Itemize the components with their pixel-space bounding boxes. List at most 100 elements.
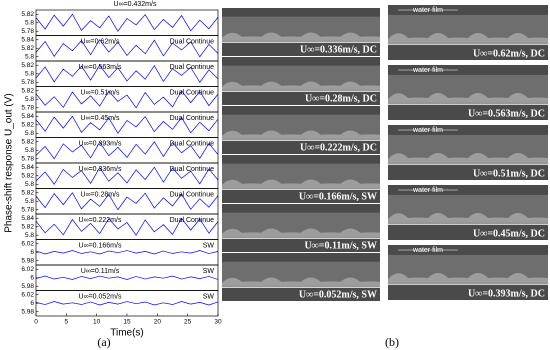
mode-label: Dual Continue — [170, 140, 214, 147]
caption: (a) — [97, 335, 110, 349]
y-tick-label: 5.8 — [25, 19, 34, 26]
film-annotation: water film — [412, 247, 443, 254]
y-axis-label: Phase-shift response U_out (V) — [4, 93, 15, 233]
mode-label: SW — [203, 293, 215, 300]
y-tick-label: 5.82 — [21, 121, 34, 128]
y-tick-label: 6 — [30, 249, 34, 256]
y-tick-label: 5.82 — [21, 11, 34, 18]
y-tick-label: 5.82 — [21, 223, 34, 230]
liquid-surface — [222, 32, 380, 43]
signal-line — [35, 64, 219, 83]
caption: (b) — [385, 335, 399, 349]
photo-label: U∞=0.393m/s, DC — [468, 288, 545, 299]
film-annotation: water film — [412, 67, 443, 74]
y-tick-label: 5.8 — [25, 70, 34, 77]
photo-label: U∞=0.166m/s, SW — [299, 191, 377, 202]
panel-frame — [35, 9, 219, 36]
film-annotation: water film — [412, 127, 443, 134]
panel-label: U∞=0.11m/s — [81, 268, 120, 275]
y-tick-label: 5.78 — [21, 155, 34, 162]
liquid-surface — [388, 33, 548, 45]
y-tick-label: 5.82 — [21, 172, 34, 179]
mode-label: Dual Continue — [170, 191, 214, 198]
panel-label: U∞=0.563m/s — [79, 64, 122, 71]
y-tick-label: 5.84 — [21, 36, 34, 43]
y-tick-label: 5.8 — [25, 198, 34, 205]
film-annotation: water film — [412, 7, 443, 14]
signal-line — [35, 141, 219, 160]
panel-label: U∞=0.336m/s — [79, 166, 122, 173]
y-tick-label: 5.84 — [21, 113, 34, 120]
photo-label: U∞=0.45m/s, DC — [473, 228, 545, 239]
y-tick-label: 5.84 — [21, 164, 34, 171]
liquid-surface — [222, 130, 380, 141]
liquid-surface — [222, 81, 380, 92]
y-tick-label: 5.8 — [25, 53, 34, 60]
signal-line — [35, 250, 219, 255]
signal-line — [35, 115, 219, 134]
y-tick-label: 5.84 — [21, 215, 34, 222]
y-tick-label: 5.82 — [21, 45, 34, 52]
signal-line — [35, 217, 219, 236]
photo-label: U∞=0.052m/s, SW — [299, 289, 377, 300]
y-tick-label: 5.98 — [21, 283, 34, 290]
panel-label: U∞=0.432m/s — [114, 1, 157, 8]
photo-label: U∞=0.336m/s, DC — [300, 44, 377, 55]
mode-label: Dual Continue — [170, 217, 214, 224]
film-annotation: water film — [412, 187, 443, 194]
mode-label: Dual Continue — [170, 89, 214, 96]
panel-label: U∞=0.166m/s — [79, 242, 122, 249]
y-tick-label: 5.98 — [21, 257, 34, 264]
y-tick-label: 5.82 — [21, 62, 34, 69]
signal-line — [35, 90, 219, 109]
photo-label: U∞=0.11m/s, SW — [304, 240, 377, 251]
photo-label: U∞=0.222m/s, DC — [300, 142, 377, 153]
mode-label: SW — [203, 242, 215, 249]
y-tick-label: 5.8 — [25, 232, 34, 239]
y-tick-label: 5.78 — [21, 79, 34, 86]
x-axis-label: Time(s) — [110, 328, 144, 339]
liquid-surface — [388, 93, 548, 105]
panel-label: U∞=0.62m/s — [80, 38, 120, 45]
panel-label: U∞=0.052m/s — [79, 293, 122, 300]
x-tick-label: 30 — [214, 319, 222, 326]
panel-label: U∞=0.45m/s — [80, 115, 120, 122]
y-tick-label: 5.82 — [21, 189, 34, 196]
y-tick-label: 6.02 — [21, 240, 34, 247]
y-tick-label: 5.82 — [21, 87, 34, 94]
y-tick-label: 6.02 — [21, 266, 34, 273]
signal-line — [35, 39, 219, 58]
panel-label: U∞=0.393m/s — [79, 140, 122, 147]
x-tick-label: 10 — [93, 319, 101, 326]
y-tick-label: 5.8 — [25, 147, 34, 154]
y-tick-label: 6 — [30, 274, 34, 281]
y-tick-label: 5.8 — [25, 96, 34, 103]
mode-label: Dual Continue — [170, 115, 214, 122]
panel-frame — [35, 290, 219, 317]
mode-label: Dual Continue — [170, 166, 214, 173]
panel-frame — [35, 264, 219, 291]
photo-label: U∞=0.563m/s, DC — [468, 108, 545, 119]
x-tick-label: 5 — [65, 319, 69, 326]
signal-line — [35, 275, 219, 280]
liquid-surface — [388, 153, 548, 165]
y-tick-label: 5.78 — [21, 104, 34, 111]
photo-label: U∞=0.62m/s, DC — [473, 48, 545, 59]
y-tick-label: 5.98 — [21, 308, 34, 315]
mode-label: Dual Continue — [170, 64, 214, 71]
y-tick-label: 5.78 — [21, 28, 34, 35]
y-tick-label: 5.82 — [21, 138, 34, 145]
liquid-surface — [222, 277, 380, 288]
x-tick-label: 0 — [34, 319, 38, 326]
photo-label: U∞=0.51m/s, DC — [473, 168, 545, 179]
y-tick-label: 5.8 — [25, 181, 34, 188]
liquid-surface — [388, 213, 548, 225]
x-tick-label: 20 — [154, 319, 162, 326]
liquid-surface — [388, 273, 548, 285]
y-tick-label: 5.78 — [21, 206, 34, 213]
y-tick-label: 6 — [30, 300, 34, 307]
panel-frame — [35, 239, 219, 266]
mode-label: Dual Continue — [170, 38, 214, 45]
signal-line — [35, 301, 219, 306]
